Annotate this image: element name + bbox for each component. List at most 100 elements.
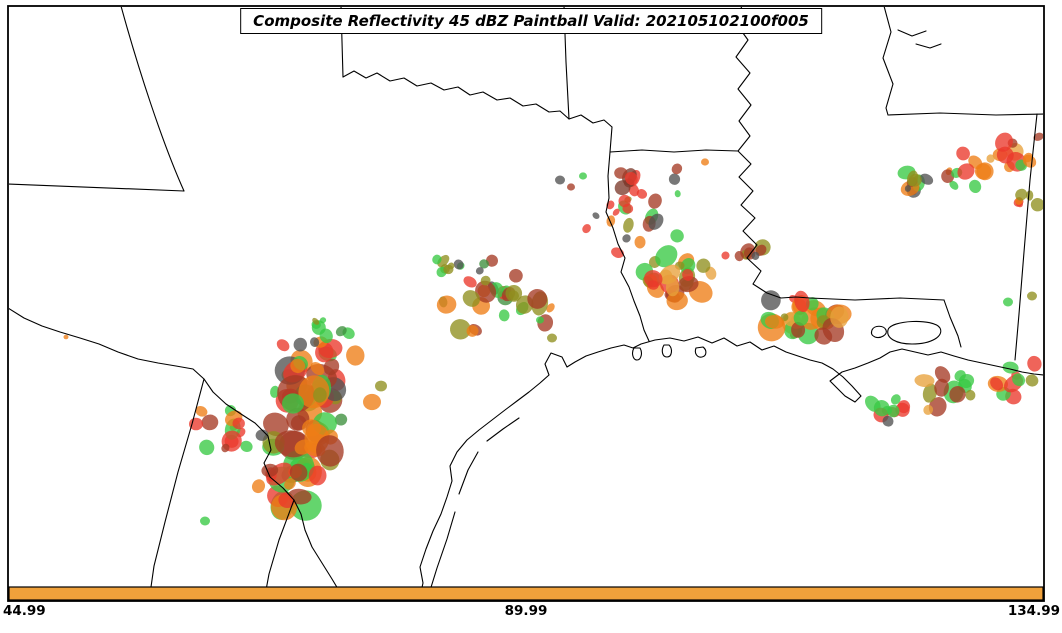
paintball-blob [1030,197,1043,212]
paintball-blob [251,479,266,494]
paintball-blob [436,295,457,314]
paintball-blob [462,290,480,307]
paintball-blob [941,169,955,183]
paintball-blob [475,267,484,275]
paintball-blob [614,180,631,196]
ms-al-border [1014,113,1038,361]
paintball-blob [682,268,694,281]
paintball-blob [527,288,548,309]
paintball-blob [648,213,664,230]
paintball-blob [1027,355,1042,372]
tx-ar-corner [609,126,613,153]
lake-pontchartrain [887,320,942,345]
sabine-lake [632,347,642,361]
paintball-blob [873,400,890,417]
paintball-blob [734,251,744,262]
gulf-coast [419,336,1043,587]
paintball-blob [648,193,662,209]
paintball-blob [199,439,215,456]
colorbar [8,586,1044,601]
paintball-blob [830,306,849,328]
paintball-blob [310,362,325,376]
paintball-blob [505,285,523,302]
mx-state-line-1 [150,378,205,587]
paintball-blob [696,258,711,273]
paintball-blob [276,339,290,352]
rio-grande [9,307,338,587]
paintball-blob [957,163,975,180]
paintball-blob [670,229,684,243]
paintball-blob [312,317,320,325]
paintball-blob [791,322,806,338]
paintball-blob [319,328,333,344]
paintball-blob [479,259,489,269]
la-ar-border [609,149,739,153]
paintball-blob [1027,291,1037,301]
calcasieu-lake [661,344,672,358]
paintball-blob [793,310,809,326]
paintball-blob [463,276,477,288]
paintball-blob [671,163,683,175]
paintball-blob [882,415,894,427]
paintball-blob [949,386,966,403]
paintball-blob [346,345,365,366]
paintball-blob [282,393,304,414]
paintball-blob [334,413,348,426]
matagorda-island [458,451,479,495]
paintball-blob [319,317,327,324]
paintball-blob [308,465,327,486]
paintball-blob [914,374,935,388]
paintball-blob [904,185,911,192]
paintball-blob [284,477,296,490]
paintball-blob [721,251,730,260]
paintball-blob [614,167,628,179]
paintball-blob [934,366,951,383]
paintball-blob [201,414,219,431]
paintball-blob [612,208,620,216]
paintball-blob [363,393,381,411]
paintball-blob [814,327,833,345]
paintball-blob [956,146,970,161]
paintball-blob [919,173,934,185]
paintball-blob [701,158,709,166]
paintball-blob [655,245,678,268]
colorbar-tick-center: 89.99 [504,603,548,619]
paintball-blob [255,429,269,441]
paintball-blob [678,276,699,293]
paintball-blob [579,172,587,180]
paintball-blob [794,290,810,313]
paintball-blob [486,254,498,267]
paintball-blob [375,380,387,392]
paintball-blob [934,378,949,397]
paintball-blob [665,278,680,297]
paintball-blob [674,190,681,198]
red-river [342,70,570,120]
paintball-blob [450,319,471,340]
paintball-blob [290,358,306,374]
paintball-blob [923,404,934,415]
paintball-blob [475,280,497,303]
paintball-blob [622,234,631,243]
lake-maurepas [870,325,887,339]
paintball-blob [668,173,681,185]
nm-tx-border-south [9,183,185,192]
colorbar-tick-left: 44.99 [3,603,46,619]
paintball-blob [270,385,280,398]
grand-lake [694,346,707,358]
red-river-east [568,114,613,128]
paintball-blob [624,171,638,186]
paintball-blob [263,412,289,437]
paintball-blob [232,417,245,430]
paintball-blob [582,224,591,234]
paintball-blob [922,383,937,403]
pearl-river [943,299,962,348]
tn-ms-border [887,112,1043,116]
paintball-blob [316,435,344,467]
paintball-blob [221,443,230,453]
river-top-right [882,7,894,116]
paintball-blob [908,173,922,187]
galveston-island [486,417,520,442]
paintball-blob [897,400,911,414]
paintball-blob [928,397,947,417]
paintball-blob [990,377,1004,391]
